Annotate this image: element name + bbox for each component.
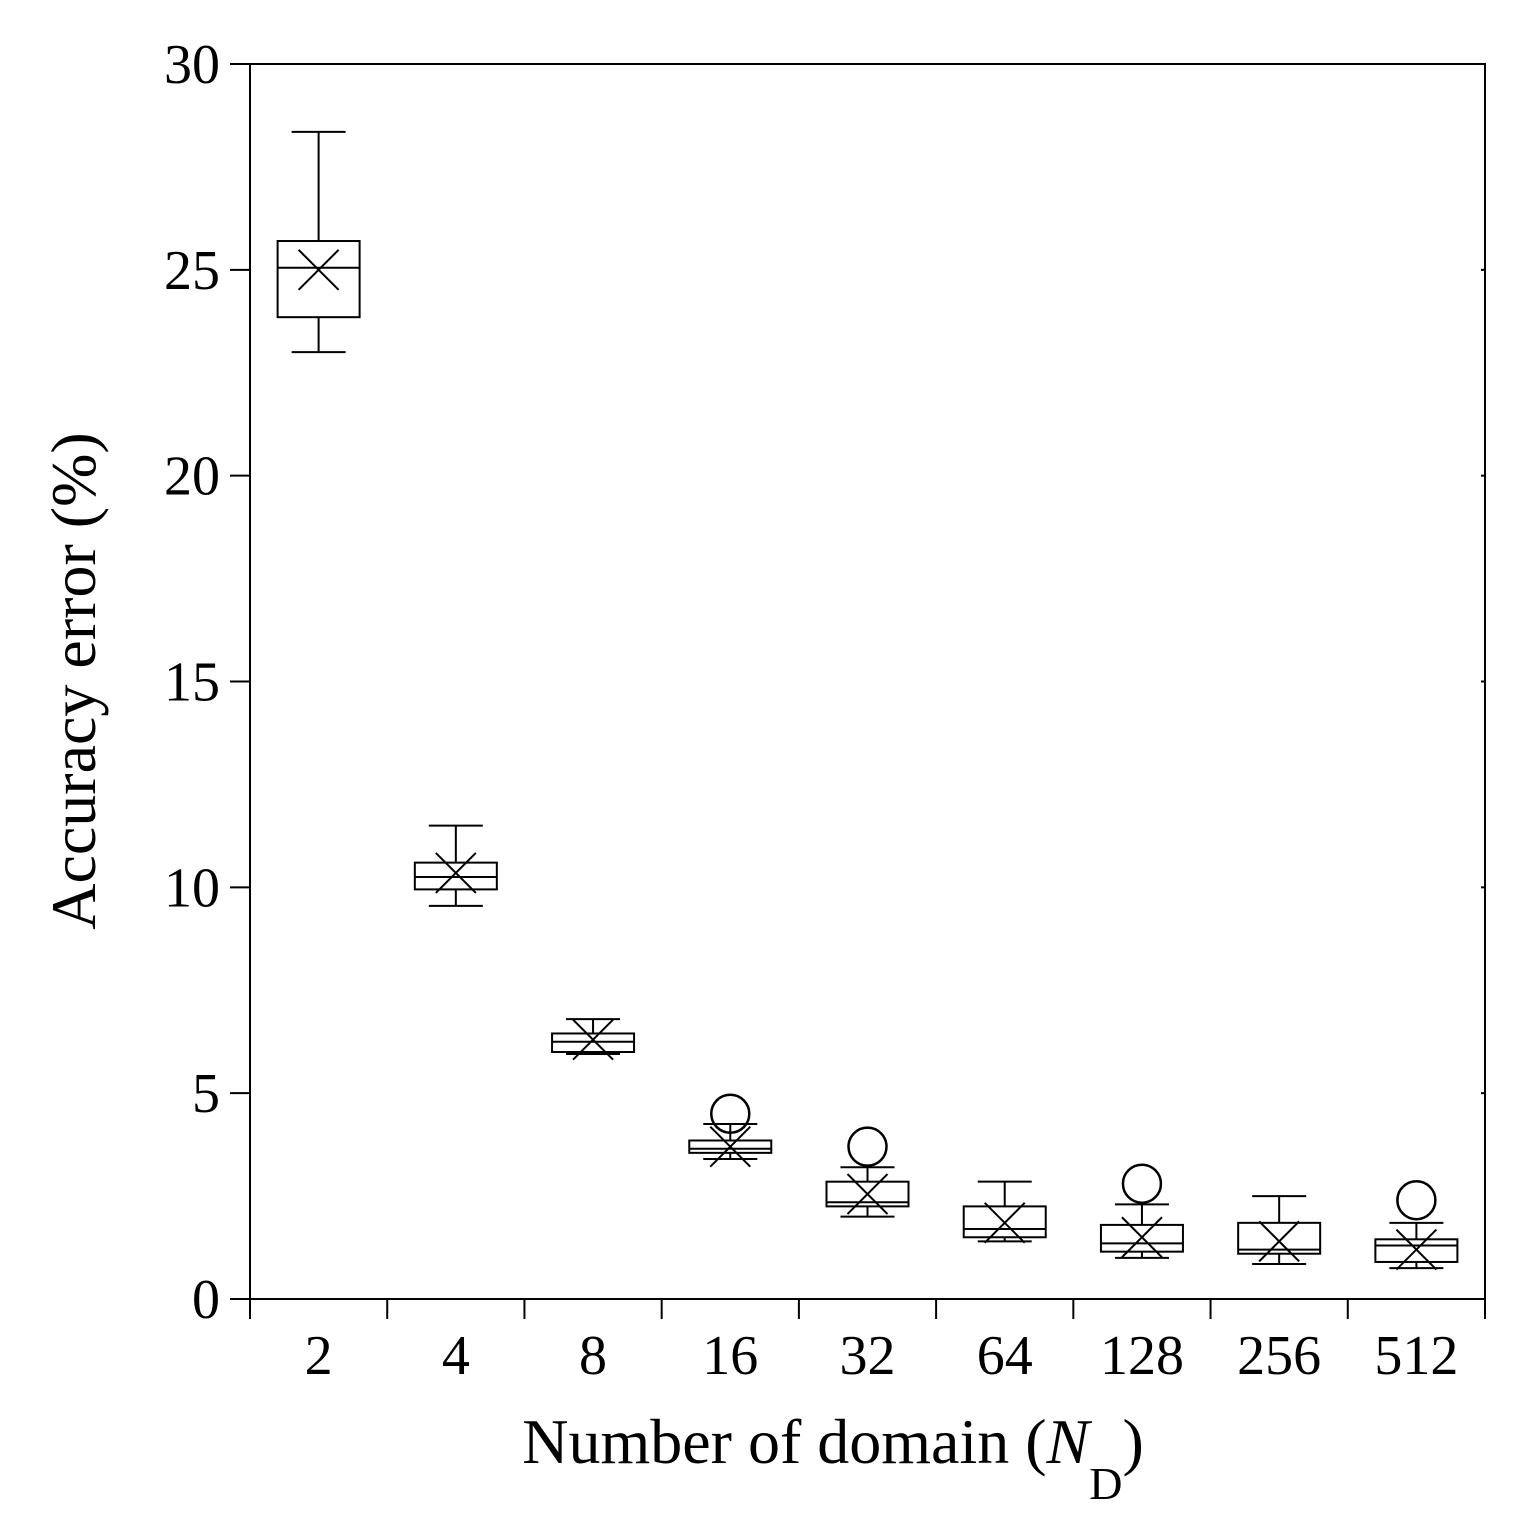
box-iqr	[551, 1032, 636, 1053]
box-iqr	[1237, 1221, 1322, 1255]
box-group	[276, 130, 361, 354]
x-tick-label: 2	[305, 1325, 333, 1387]
mean-marker	[1258, 1220, 1300, 1263]
box-group	[825, 1126, 910, 1218]
mean-marker	[572, 1018, 614, 1061]
x-axis: 2 4 8 16 32 64 128 256 512	[249, 1299, 1486, 1387]
box-iqr	[276, 240, 361, 319]
outlier-point	[1396, 1179, 1437, 1221]
plot-frame	[249, 63, 1486, 1300]
mean-marker	[297, 249, 340, 291]
outlier-point	[847, 1126, 888, 1167]
y-tick-label: 10	[164, 857, 220, 919]
x-tick-label: 64	[977, 1325, 1033, 1387]
x-tick-label: 256	[1237, 1325, 1321, 1387]
y-tick-label: 25	[164, 240, 220, 302]
x-tick-label: 16	[702, 1325, 758, 1387]
box-group	[688, 1093, 773, 1168]
box-group	[962, 1180, 1047, 1244]
mean-marker	[1121, 1216, 1163, 1258]
mean-marker	[1395, 1228, 1438, 1271]
x-axis-title-main: Number of domain (	[522, 1406, 1046, 1477]
x-tick-label: 128	[1100, 1325, 1184, 1387]
box-group	[1099, 1163, 1184, 1259]
y-tick-label: 30	[164, 34, 220, 96]
y-axis: 0 5 10 15 20 25 30	[164, 34, 1485, 1331]
y-tick-label: 20	[164, 446, 220, 508]
x-axis-title-close: )	[1122, 1406, 1143, 1477]
x-tick-label: 32	[840, 1325, 896, 1387]
mean-marker	[435, 852, 477, 894]
box-group	[551, 1018, 636, 1061]
mean-marker	[984, 1202, 1026, 1244]
y-tick-label: 0	[192, 1269, 220, 1331]
y-tick-label: 5	[192, 1063, 220, 1125]
y-tick-label: 15	[164, 652, 220, 714]
x-tick-label: 8	[579, 1325, 607, 1387]
x-tick-label: 512	[1374, 1325, 1458, 1387]
box-group	[1237, 1195, 1322, 1266]
outlier-point	[1121, 1163, 1163, 1204]
x-tick-label: 4	[442, 1325, 470, 1387]
box-iqr	[413, 861, 498, 891]
box-group	[413, 824, 498, 907]
box-group	[1374, 1179, 1459, 1271]
mean-marker	[846, 1173, 889, 1215]
y-axis-title: Accuracy error (%)	[38, 432, 109, 929]
mean-marker	[709, 1125, 751, 1168]
x-axis-title-subscript: D	[1089, 1458, 1122, 1509]
x-axis-title: Number of domain (ND)	[522, 1406, 1144, 1509]
outlier-point	[710, 1093, 751, 1134]
boxes-layer	[276, 130, 1459, 1271]
x-axis-title-italic: N	[1046, 1406, 1093, 1477]
